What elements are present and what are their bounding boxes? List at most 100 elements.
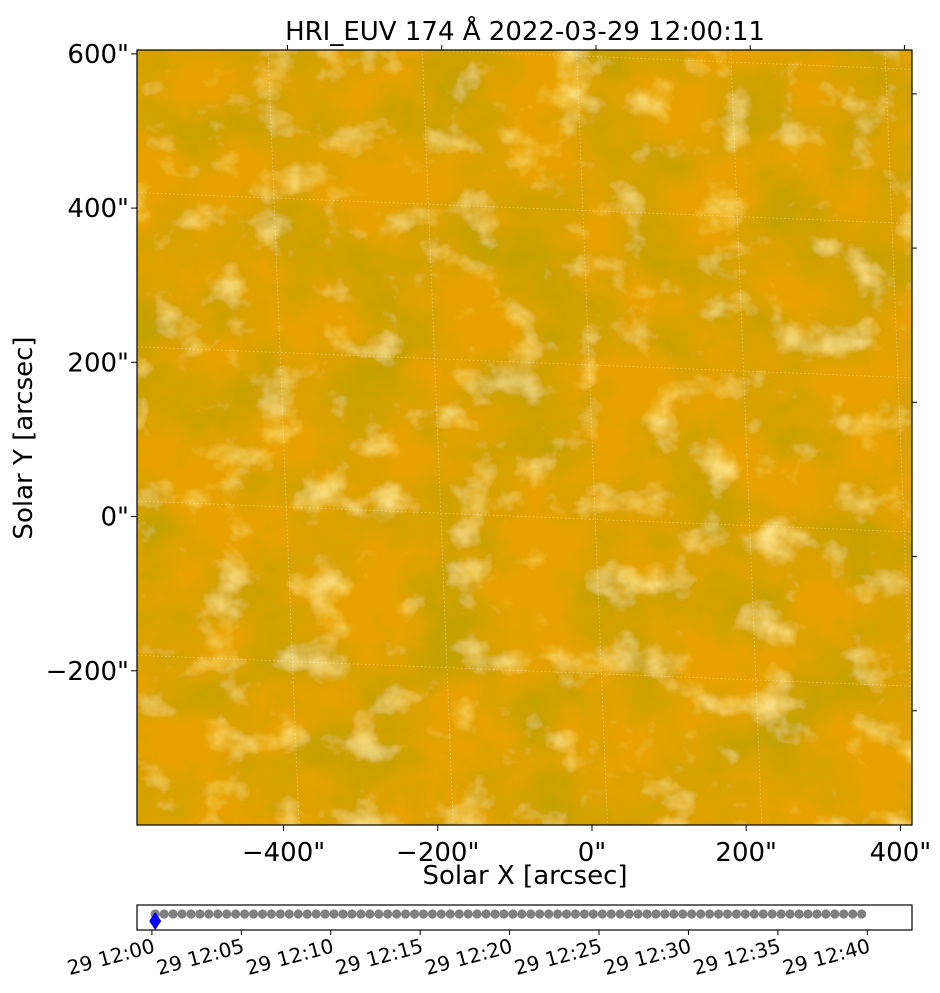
frame-marker <box>356 909 366 919</box>
frame-marker <box>186 909 196 919</box>
frame-marker <box>257 909 268 919</box>
grid-line-y <box>137 192 912 224</box>
frame-marker <box>231 909 241 919</box>
frame-marker <box>222 909 232 919</box>
frame-marker <box>293 909 303 919</box>
frame-marker <box>311 909 321 919</box>
time-tick-label: 29 12:25 <box>512 934 605 980</box>
frame-marker <box>740 909 750 919</box>
frame-marker <box>320 909 330 919</box>
frame-marker <box>696 909 706 919</box>
frame-marker <box>383 909 393 919</box>
frame-marker <box>830 909 840 919</box>
frame-marker <box>481 909 491 919</box>
frame-marker <box>159 909 169 919</box>
frame-marker <box>329 909 339 919</box>
frame-marker <box>722 909 733 919</box>
time-tick-label: 29 12:10 <box>243 934 336 980</box>
time-tick-label: 29 12:00 <box>65 934 158 980</box>
frame-marker <box>660 909 670 919</box>
frame-marker <box>615 909 625 919</box>
frame-marker <box>347 909 357 919</box>
frame-marker <box>794 909 804 919</box>
grid-line-x <box>267 50 300 825</box>
frame-marker <box>758 909 768 919</box>
frame-marker <box>463 909 473 919</box>
frame-marker <box>266 909 277 919</box>
frame-marker <box>195 909 205 919</box>
frame-marker <box>204 909 214 919</box>
x-tick-label: 200" <box>715 838 777 868</box>
frame-marker <box>409 909 420 919</box>
frame-marker <box>669 909 679 919</box>
frame-marker <box>526 909 536 919</box>
time-tick-label: 29 12:30 <box>601 934 694 980</box>
frame-marker <box>302 909 312 919</box>
frame-marker <box>338 909 348 919</box>
frame-marker <box>517 909 527 919</box>
frame-marker <box>240 909 250 919</box>
frame-marker <box>499 909 509 919</box>
frame-marker <box>168 909 178 919</box>
frame-marker <box>588 909 598 919</box>
frame-marker <box>392 909 402 919</box>
current-frame-marker <box>149 912 162 930</box>
grid-line-x <box>884 50 912 737</box>
y-tick-label: 400" <box>67 194 129 224</box>
frame-marker <box>776 909 786 919</box>
chart-title: HRI_EUV 174 Å 2022-03-29 12:00:11 <box>285 15 765 47</box>
frame-marker <box>579 909 590 919</box>
time-tick-label: 29 12:40 <box>780 934 873 980</box>
frame-marker <box>687 909 697 919</box>
y-tick-label: 200" <box>67 348 129 378</box>
frame-marker <box>248 909 259 919</box>
frame-marker <box>445 909 455 919</box>
time-tick-label: 29 12:35 <box>691 934 784 980</box>
frame-marker <box>812 909 822 919</box>
x-tick-label: 400" <box>870 838 932 868</box>
frame-marker <box>552 909 563 919</box>
frame-marker <box>544 909 554 919</box>
frame-marker <box>427 909 437 919</box>
x-axis-label: Solar X [arcsec] <box>422 861 627 891</box>
frame-marker <box>374 909 384 919</box>
main-plot-frame <box>136 49 913 826</box>
frame-marker <box>508 909 518 919</box>
right-axis-ticks <box>912 93 917 712</box>
frame-marker <box>731 909 742 919</box>
main-plot-area: −400" −200" 0" 200" 400" −200" 0" 200" 400" 600" <box>46 40 932 868</box>
frame-marker <box>418 909 429 919</box>
frame-marker <box>561 909 572 919</box>
frame-marker <box>642 909 652 919</box>
coordinate-grid <box>137 50 912 825</box>
frame-marker <box>785 909 795 919</box>
time-tick-label: 29 12:05 <box>154 934 247 980</box>
frame-marker <box>705 909 715 919</box>
frame-marker <box>365 909 375 919</box>
frame-marker <box>597 909 607 919</box>
frame-marker <box>651 909 661 919</box>
grid-line-x <box>421 50 454 825</box>
time-tick-label: 29 12:15 <box>333 934 426 980</box>
grid-line-x <box>576 50 608 825</box>
frame-time-markers <box>149 909 867 930</box>
frame-marker <box>713 909 724 919</box>
frame-marker <box>275 909 285 919</box>
frame-marker <box>624 909 634 919</box>
x-tick-label: −200" <box>396 838 479 868</box>
frame-marker <box>606 909 616 919</box>
frame-marker <box>490 909 500 919</box>
frame-marker <box>472 909 482 919</box>
frame-marker <box>454 909 464 919</box>
frame-marker <box>749 909 759 919</box>
frame-marker <box>803 909 813 919</box>
frame-marker <box>633 909 643 919</box>
frame-marker <box>570 909 581 919</box>
frame-marker <box>284 909 294 919</box>
frame-marker <box>848 909 858 919</box>
y-axis: −200" 0" 200" 400" 600" <box>46 40 137 687</box>
x-tick-label: −400" <box>242 838 325 868</box>
